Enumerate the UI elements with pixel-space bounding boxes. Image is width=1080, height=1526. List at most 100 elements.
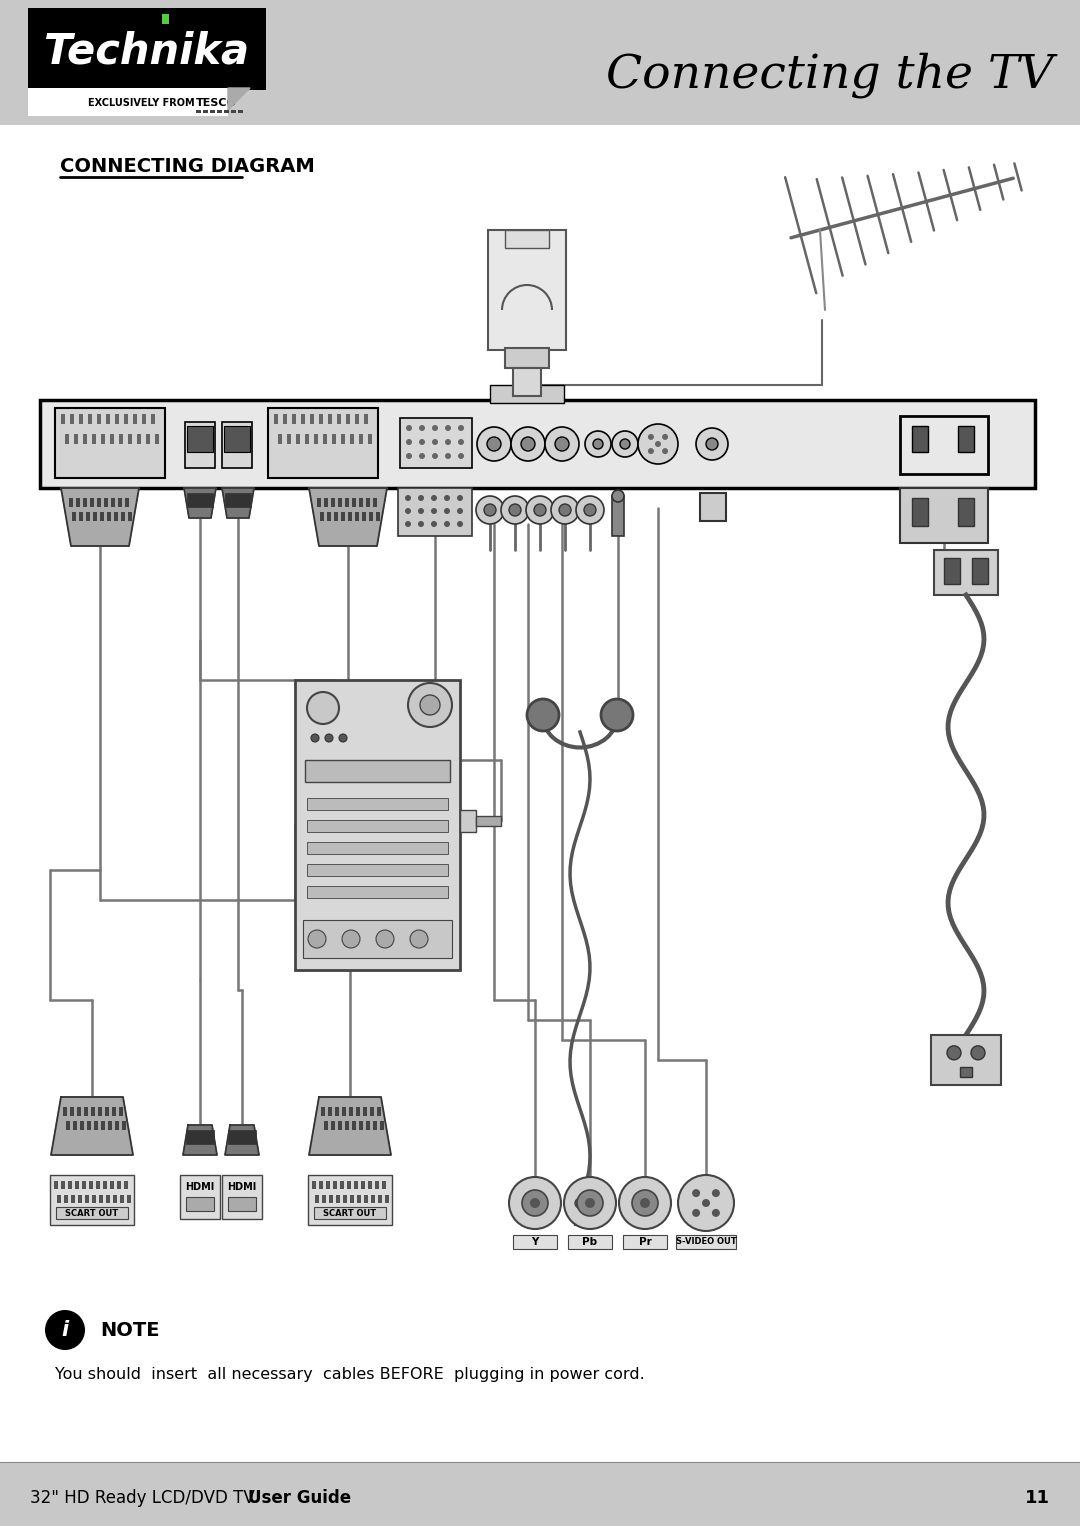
Bar <box>575 1202 585 1225</box>
Bar <box>359 1122 363 1129</box>
Circle shape <box>612 490 624 502</box>
Bar <box>186 1196 214 1212</box>
Circle shape <box>476 496 504 523</box>
Bar <box>352 497 356 507</box>
Bar <box>623 1235 667 1248</box>
Circle shape <box>307 691 339 723</box>
Bar <box>972 559 988 584</box>
Circle shape <box>444 520 450 526</box>
Bar <box>75 433 78 444</box>
Circle shape <box>487 436 501 452</box>
Polygon shape <box>225 1125 259 1155</box>
Bar <box>238 110 243 113</box>
Bar <box>310 414 314 424</box>
Bar <box>110 433 114 444</box>
Bar <box>69 497 73 507</box>
Bar <box>319 414 323 424</box>
Bar <box>373 1122 377 1129</box>
Circle shape <box>410 929 428 948</box>
Circle shape <box>458 426 464 430</box>
Text: S-VIDEO OUT: S-VIDEO OUT <box>676 1238 737 1247</box>
Text: HDMI: HDMI <box>186 1183 215 1192</box>
Circle shape <box>696 427 728 459</box>
Circle shape <box>692 1209 700 1216</box>
Bar <box>361 1181 365 1189</box>
Bar <box>73 1122 77 1129</box>
Bar <box>231 110 237 113</box>
Bar <box>382 1181 386 1189</box>
Bar <box>68 1181 72 1189</box>
Circle shape <box>648 433 653 439</box>
Text: Y: Y <box>531 1238 539 1247</box>
Bar <box>0 0 1080 125</box>
Polygon shape <box>183 1125 217 1155</box>
Polygon shape <box>184 488 216 517</box>
Bar <box>87 1122 91 1129</box>
Bar <box>28 89 228 116</box>
Bar <box>99 1195 103 1202</box>
Bar <box>57 1195 60 1202</box>
Bar <box>307 819 448 832</box>
Text: 32" HD Ready LCD/DVD TV: 32" HD Ready LCD/DVD TV <box>30 1489 260 1508</box>
Bar <box>129 513 132 520</box>
Bar <box>75 1181 79 1189</box>
Bar <box>92 433 96 444</box>
Bar <box>71 1195 75 1202</box>
Bar <box>70 1106 75 1116</box>
Circle shape <box>45 1309 85 1351</box>
Bar <box>319 1181 323 1189</box>
Bar <box>114 1122 119 1129</box>
Circle shape <box>339 734 347 742</box>
Bar <box>347 1181 351 1189</box>
Bar <box>91 1106 95 1116</box>
Bar <box>336 1195 340 1202</box>
Bar <box>366 497 370 507</box>
Bar <box>377 1106 381 1116</box>
Text: CONNECTING DIAGRAM: CONNECTING DIAGRAM <box>60 157 314 177</box>
Circle shape <box>576 496 604 523</box>
Bar <box>120 1195 124 1202</box>
Bar <box>399 488 472 536</box>
Bar <box>960 1067 972 1077</box>
Circle shape <box>431 520 437 526</box>
Bar <box>66 1122 70 1129</box>
Bar <box>303 920 453 958</box>
Bar <box>287 433 291 444</box>
Bar <box>121 513 125 520</box>
Bar <box>107 513 111 520</box>
Bar <box>378 1195 382 1202</box>
Text: HDMI: HDMI <box>228 1183 257 1192</box>
Bar <box>114 513 118 520</box>
Bar <box>314 433 318 444</box>
Bar <box>355 513 359 520</box>
Circle shape <box>431 508 437 514</box>
Circle shape <box>522 1190 548 1216</box>
Bar <box>87 414 92 424</box>
Bar <box>460 810 476 832</box>
Circle shape <box>406 439 411 446</box>
Bar <box>83 433 87 444</box>
Text: NOTE: NOTE <box>100 1320 160 1340</box>
Bar <box>900 417 988 475</box>
Bar <box>372 1195 375 1202</box>
Bar <box>133 414 137 424</box>
Circle shape <box>418 508 424 514</box>
Bar <box>362 513 366 520</box>
Text: User Guide: User Guide <box>248 1489 351 1508</box>
Bar <box>210 110 215 113</box>
Bar <box>363 1106 367 1116</box>
Circle shape <box>638 424 678 464</box>
Circle shape <box>577 1190 603 1216</box>
Circle shape <box>509 1177 561 1228</box>
Bar <box>321 1106 325 1116</box>
Circle shape <box>654 441 661 447</box>
Circle shape <box>521 436 535 452</box>
Bar <box>366 1122 370 1129</box>
Bar <box>186 1129 214 1144</box>
Bar <box>82 1181 86 1189</box>
Bar <box>326 1181 330 1189</box>
Polygon shape <box>228 89 249 110</box>
Bar <box>102 433 105 444</box>
Bar <box>314 1207 386 1219</box>
Bar <box>283 414 287 424</box>
